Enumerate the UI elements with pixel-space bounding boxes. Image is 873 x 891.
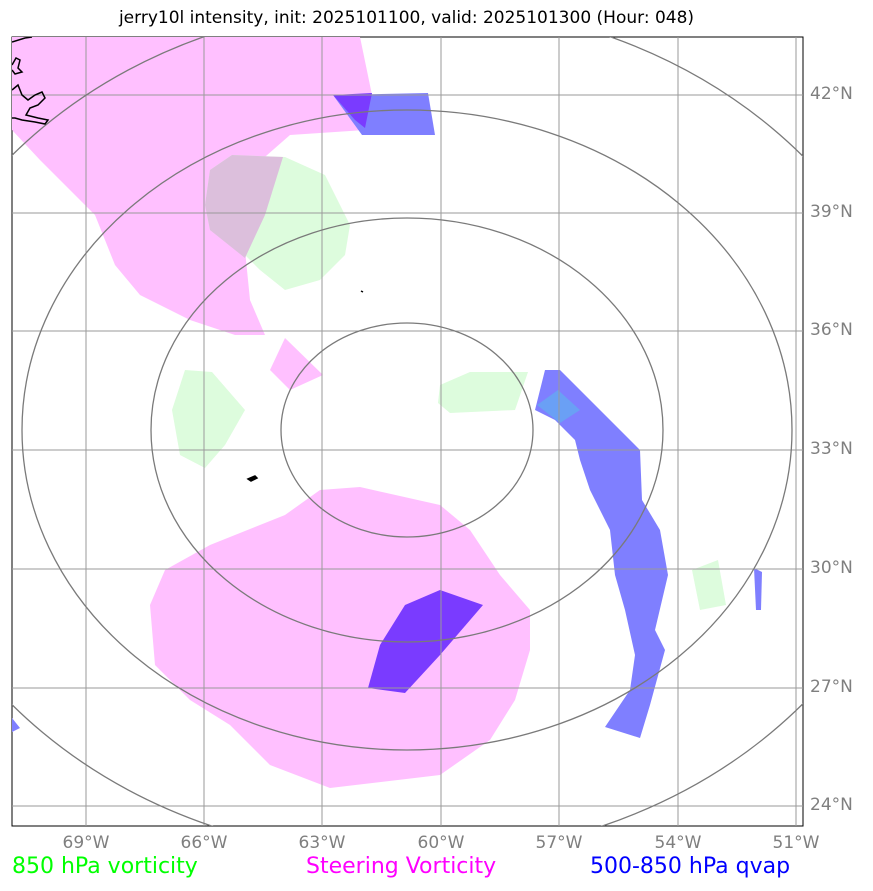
legend-qvap: 500-850 hPa qvap (590, 854, 791, 879)
qvap-west-edge (12, 718, 20, 732)
vorticity-850-overlap (205, 155, 283, 258)
qvap-band-east (535, 370, 668, 738)
lat-label-42n: 42°N (810, 84, 853, 104)
legend-850-vorticity: 850 hPa vorticity (12, 854, 198, 879)
lat-label-30n: 30°N (810, 558, 853, 578)
lon-label-69w: 69°W (62, 833, 110, 853)
vorticity-850-east (692, 560, 726, 610)
lon-label-63w: 63°W (298, 833, 346, 853)
plot-title: jerry10l intensity, init: 2025101100, va… (118, 8, 695, 28)
legend-steering-vorticity: Steering Vorticity (306, 854, 497, 879)
lat-label-39n: 39°N (810, 202, 853, 222)
qvap-east-sliver (754, 568, 762, 610)
steering-vorticity-small (270, 338, 323, 390)
graticule (12, 37, 803, 826)
steering-vorticity-north (12, 37, 372, 335)
lon-label-57w: 57°W (535, 833, 583, 853)
lon-label-54w: 54°W (654, 833, 702, 853)
lon-label-66w: 66°W (180, 833, 228, 853)
lat-label-27n: 27°N (810, 677, 853, 697)
steering-vorticity-south (150, 487, 530, 788)
lon-label-60w: 60°W (417, 833, 465, 853)
lat-label-24n: 24°N (810, 795, 853, 815)
qvap-north-overlap (333, 93, 372, 128)
range-rings (12, 37, 803, 826)
lat-label-33n: 33°N (810, 439, 853, 459)
lon-label-51w: 51°W (772, 833, 820, 853)
vorticity-850-west (172, 370, 245, 468)
lat-label-36n: 36°N (810, 320, 853, 340)
vorticity-850-center (438, 372, 528, 413)
coastline (12, 37, 364, 482)
